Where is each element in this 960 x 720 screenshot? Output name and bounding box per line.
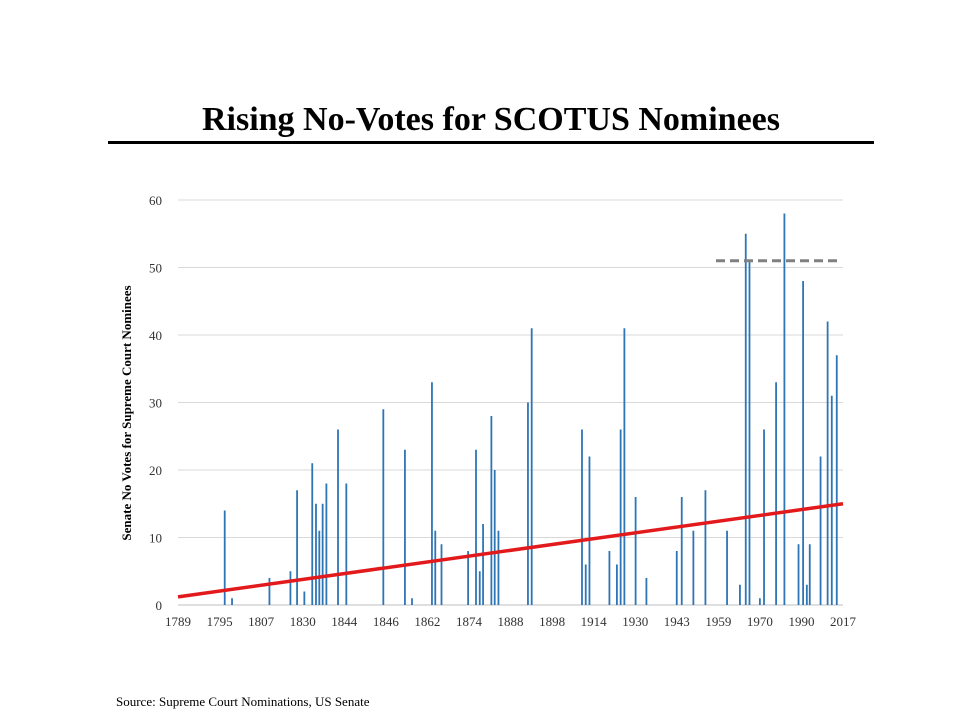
bar — [805, 584, 808, 605]
bar — [616, 564, 618, 605]
bar — [744, 233, 747, 605]
bar — [411, 598, 413, 605]
bar — [835, 355, 838, 605]
x-tick-label: 1888 — [498, 614, 524, 629]
bar — [645, 578, 648, 605]
trend-line — [177, 502, 844, 599]
bar — [680, 497, 683, 605]
x-tick-label: 1830 — [290, 614, 316, 629]
bar — [748, 260, 751, 605]
bar — [634, 497, 637, 605]
x-axis-ticks: 1789 1795 1807 1830 1844 1846 1862 1874 1888 1898… — [165, 614, 857, 629]
bar — [619, 429, 622, 605]
y-tick-label: 60 — [149, 193, 162, 208]
bar — [325, 483, 328, 605]
bar — [530, 328, 533, 605]
bar — [311, 463, 314, 605]
y-tick-label: 0 — [156, 598, 163, 613]
y-tick-label: 10 — [149, 531, 162, 546]
bar — [826, 321, 829, 605]
x-tick-label: 1914 — [581, 614, 608, 629]
x-tick-label: 1930 — [622, 614, 648, 629]
bar — [763, 429, 765, 605]
x-tick-label: 1970 — [747, 614, 773, 629]
bar — [475, 449, 477, 605]
source-note: Source: Supreme Court Nominations, US Se… — [116, 694, 370, 709]
bar — [467, 551, 470, 605]
x-tick-label: 1943 — [664, 614, 690, 629]
bar — [726, 530, 728, 605]
bar — [692, 530, 695, 605]
bar — [404, 449, 406, 605]
bar — [775, 382, 777, 605]
trendline — [177, 502, 844, 599]
bar — [289, 571, 292, 605]
gridlines — [178, 199, 843, 606]
bar — [608, 551, 611, 605]
bar — [315, 503, 317, 605]
x-tick-label: 1807 — [248, 614, 275, 629]
x-tick-label: 1990 — [788, 614, 814, 629]
bar — [830, 395, 833, 605]
bar — [588, 456, 591, 605]
bar — [296, 490, 298, 605]
x-tick-label: 1844 — [331, 614, 358, 629]
x-tick-label: 1862 — [414, 614, 440, 629]
bar — [758, 598, 761, 605]
bar — [493, 470, 496, 605]
y-tick-label: 50 — [149, 261, 162, 276]
bar — [434, 530, 437, 605]
bar — [321, 503, 324, 605]
x-tick-label: 2017 — [830, 614, 857, 629]
x-tick-label: 1959 — [705, 614, 731, 629]
bar — [482, 524, 484, 605]
bar — [440, 544, 443, 605]
bars — [223, 213, 838, 605]
bar — [497, 530, 500, 605]
y-tick-label: 30 — [149, 396, 162, 411]
bar — [797, 544, 800, 605]
bar — [231, 598, 233, 605]
title-underline — [108, 141, 874, 144]
bar — [382, 409, 385, 605]
bar — [739, 584, 741, 605]
x-tick-label: 1789 — [165, 614, 191, 629]
bar — [675, 551, 678, 605]
bar — [337, 429, 339, 605]
bar — [819, 456, 822, 605]
chart-title: Rising No-Votes for SCOTUS Nominees — [201, 101, 781, 138]
y-tick-label: 20 — [149, 463, 162, 478]
bar — [584, 564, 587, 605]
bar — [318, 530, 321, 605]
y-axis-ticks: 0 10 20 30 40 50 60 — [149, 193, 162, 613]
x-tick-label: 1795 — [207, 614, 233, 629]
bar — [345, 483, 348, 605]
bar — [268, 578, 271, 605]
bar — [490, 416, 493, 605]
bar — [527, 402, 529, 605]
x-tick-label: 1846 — [373, 614, 400, 629]
bar — [808, 544, 811, 605]
bar — [783, 213, 786, 605]
bar — [478, 571, 481, 605]
bar — [623, 328, 626, 605]
bar — [704, 490, 707, 605]
bar — [581, 429, 583, 605]
x-tick-label: 1898 — [539, 614, 565, 629]
y-tick-label: 40 — [149, 328, 162, 343]
bar — [802, 281, 804, 605]
bar — [303, 591, 306, 605]
x-tick-label: 1874 — [456, 614, 483, 629]
bar — [431, 382, 433, 605]
bar — [223, 510, 226, 605]
y-axis-label: Senate No Votes for Supreme Court Nomine… — [119, 285, 134, 540]
